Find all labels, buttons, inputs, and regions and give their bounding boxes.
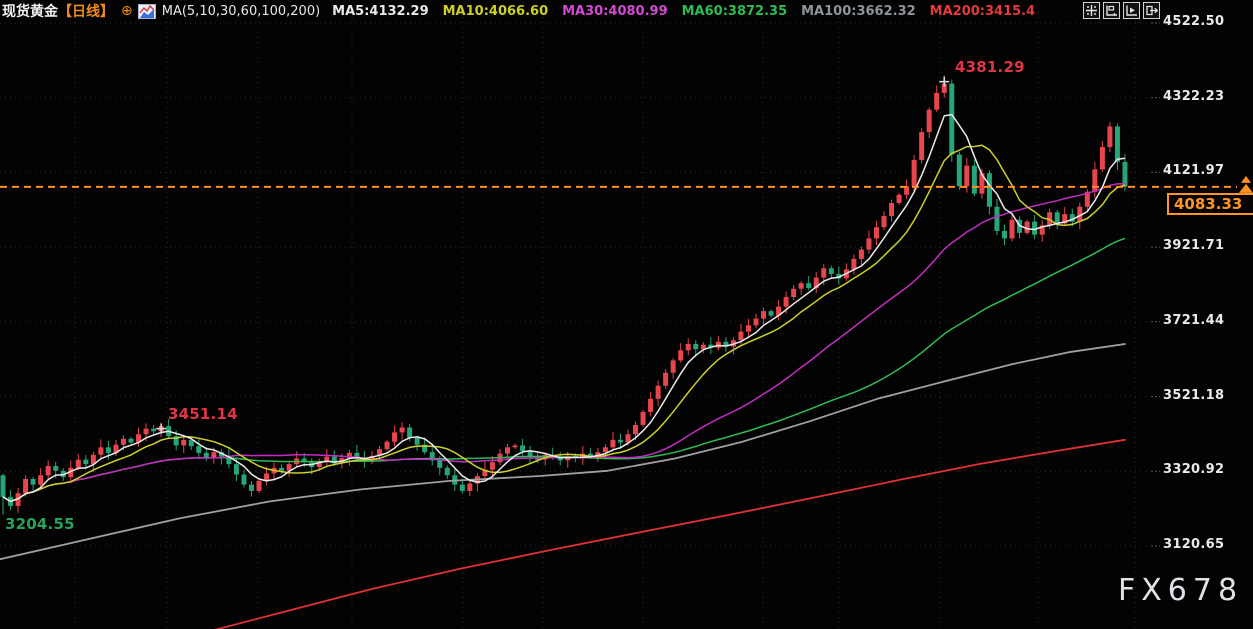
- ma10-value: MA10:4066.60: [442, 3, 549, 19]
- ma200-value: MA200:3415.4: [929, 3, 1036, 19]
- mini-chart-icon: [137, 3, 156, 19]
- price-axis-label: 4121.97: [1163, 163, 1225, 179]
- axis-flag-icon[interactable]: [1103, 2, 1120, 19]
- ma30-value: MA30:4080.99: [562, 3, 668, 19]
- axis-play-icon[interactable]: [1123, 2, 1140, 19]
- high-annotation: 4381.29: [955, 58, 1025, 76]
- price-axis-label: 3721.44: [1163, 312, 1225, 328]
- exit-right-icon[interactable]: [1143, 2, 1160, 19]
- symbol-name: 现货黄金: [2, 4, 58, 20]
- price-axis-label: 4322.23: [1163, 88, 1225, 104]
- ma5-value: MA5:4132.29: [332, 3, 429, 19]
- price-axis-label: 3921.71: [1163, 238, 1225, 254]
- fx678-watermark: FX678: [1118, 573, 1244, 608]
- price-axis-label: 3521.18: [1163, 387, 1225, 403]
- ma100-value: MA100:3662.32: [801, 3, 916, 19]
- ma-group-label: MA(5,10,30,60,100,200): [161, 3, 321, 19]
- price-axis-label: 4522.50: [1163, 14, 1225, 29]
- price-axis-label: 3320.92: [1163, 462, 1225, 478]
- ma60-value: MA60:3872.35: [681, 3, 788, 19]
- chart-toolbar: [1083, 2, 1160, 19]
- period-label[interactable]: 【日线】: [58, 4, 114, 20]
- link-circle-icon[interactable]: ⊕: [121, 3, 133, 19]
- chart-header: 现货黄金 【日线】 ⊕ MA(5,10,30,60,100,200) MA5:41…: [0, 0, 1253, 22]
- crosshair-move-icon[interactable]: [1083, 2, 1100, 19]
- current-price-tag: 4083.33: [1167, 193, 1253, 215]
- low-annotation: 3204.55: [5, 515, 75, 533]
- price-axis-label: 3120.65: [1163, 536, 1225, 552]
- mid-high-annotation: 3451.14: [168, 405, 238, 423]
